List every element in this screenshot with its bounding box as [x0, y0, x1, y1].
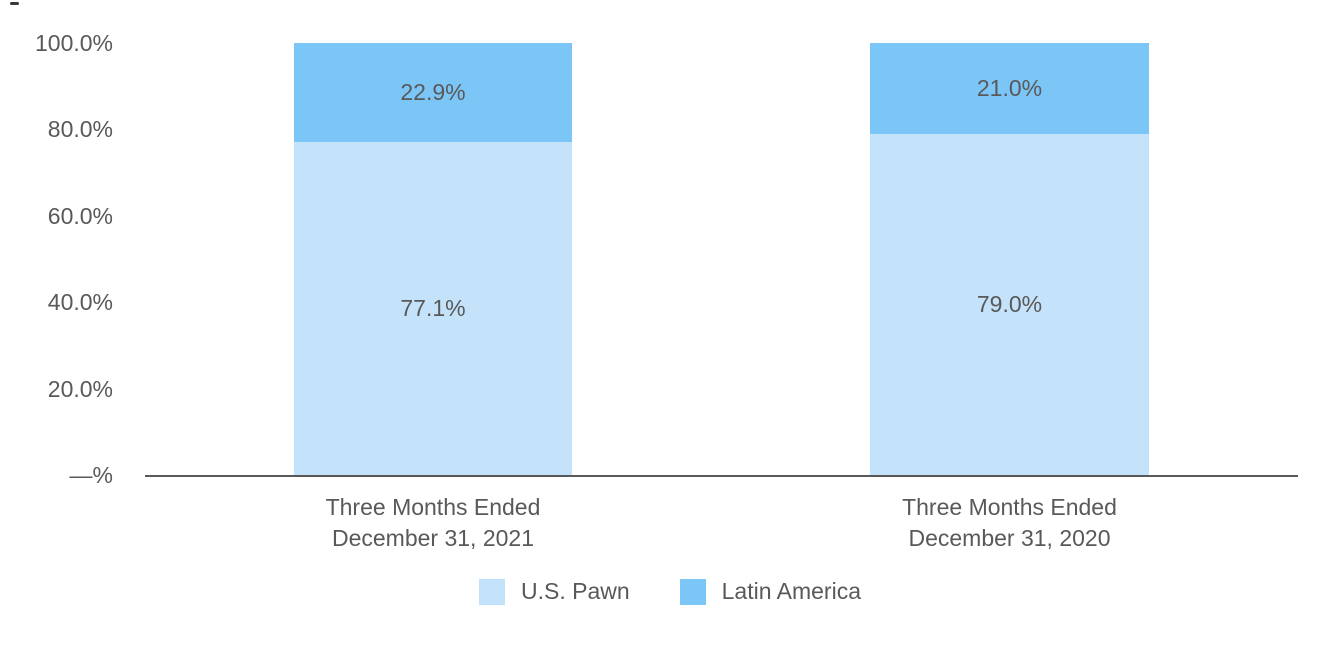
stacked-bar: 22.9% 77.1% [294, 43, 572, 475]
segment-value-label: 77.1% [400, 294, 466, 321]
stray-mark [10, 2, 19, 5]
legend-label: U.S. Pawn [520, 578, 630, 604]
legend-item-latin-america: Latin America [679, 578, 861, 605]
category-label-line1: Three Months Ended [902, 494, 1117, 520]
y-axis-tick-label: 60.0% [47, 202, 113, 229]
y-axis-tick-label: —% [69, 462, 113, 488]
legend-swatch-icon [478, 578, 505, 605]
category-label-line2: December 31, 2021 [331, 525, 534, 551]
bar-segment-u-s-pawn: 77.1% [294, 141, 572, 475]
y-axis-tick-label: 40.0% [47, 289, 113, 316]
legend-item-u-s-pawn: U.S. Pawn [478, 578, 630, 605]
bar-segment-latin-america: 22.9% [294, 43, 572, 142]
category-label-line2: December 31, 2020 [908, 525, 1111, 551]
segment-value-label: 79.0% [976, 290, 1043, 317]
y-axis-tick-label: 100.0% [34, 30, 113, 56]
x-axis-category-label: Three Months Ended December 31, 2020 [810, 492, 1209, 554]
category-label-line1: Three Months Ended [325, 494, 541, 520]
bar-segment-latin-america: 21.0% [870, 43, 1149, 134]
legend: U.S. Pawn Latin America [0, 578, 1340, 605]
legend-swatch-icon [679, 578, 706, 605]
segment-value-label: 21.0% [976, 74, 1043, 101]
stacked-bar: 21.0% 79.0% [870, 43, 1149, 475]
x-axis-line [145, 475, 1298, 477]
y-axis-tick-label: 20.0% [47, 375, 113, 402]
x-axis-category-label: Three Months Ended December 31, 2021 [234, 492, 632, 554]
bar-segment-u-s-pawn: 79.0% [870, 133, 1149, 475]
y-axis-tick-label: 80.0% [47, 116, 113, 143]
legend-label: Latin America [721, 578, 861, 604]
segment-value-label: 22.9% [400, 78, 466, 105]
